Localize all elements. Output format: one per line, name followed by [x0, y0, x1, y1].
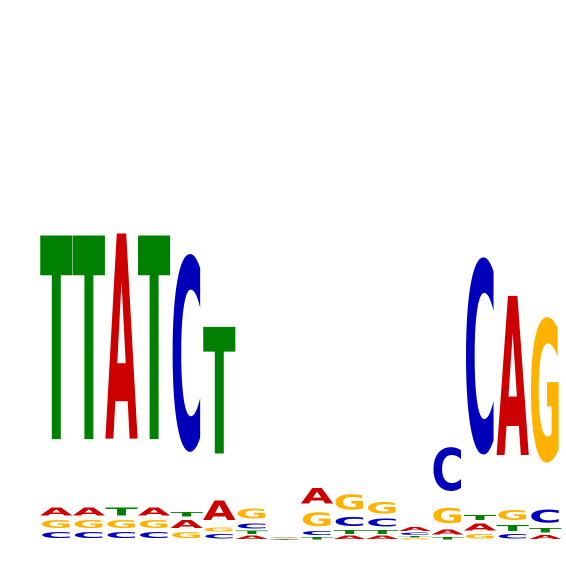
letter-A-pos-11: A: [366, 535, 399, 540]
letter-T-pos-11: T: [366, 529, 399, 535]
letter-T-pos-15: T: [496, 523, 529, 533]
letter-A-pos-10: A: [333, 535, 366, 540]
letter-G-pos-2: G: [73, 518, 106, 530]
letter-G-pos-1: G: [40, 518, 73, 530]
letter-T-pos-16: T: [529, 527, 563, 534]
letter-T-pos-6: T: [203, 294, 236, 496]
letter-G-pos-6: G: [203, 527, 236, 533]
letter-A-pos-13: A: [431, 528, 464, 536]
letter-C-pos-10: C: [333, 515, 366, 529]
letter-A-pos-14: A: [464, 522, 497, 533]
letter-G-pos-14: G: [464, 533, 497, 540]
letter-C-pos-6: C: [203, 533, 236, 540]
letter-G-pos-4: G: [138, 518, 171, 530]
letter-C-pos-9: C: [301, 531, 334, 537]
letter-T-pos-4: T: [138, 181, 171, 506]
letter-C-pos-16: C: [529, 506, 562, 526]
letter-A-pos-7: A: [236, 535, 269, 540]
letter-A-pos-6: A: [203, 496, 236, 527]
letter-A-pos-15: A: [496, 254, 529, 508]
letter-G-pos-8: G: [268, 538, 301, 539]
letter-C-pos-13: C: [431, 437, 464, 504]
letter-A-pos-2: A: [73, 507, 106, 519]
letter-G-pos-5: G: [170, 530, 203, 540]
letter-T-pos-13: T: [431, 536, 464, 540]
letter-G-pos-9: G: [301, 509, 334, 531]
letter-A-pos-9: A: [301, 483, 334, 508]
letter-T-pos-8: T: [268, 539, 301, 540]
letter-A-pos-1: A: [40, 507, 73, 519]
letter-G-pos-13: G: [431, 505, 464, 529]
letter-A-pos-12: A: [399, 526, 433, 532]
letter-G-pos-10: G: [333, 491, 366, 515]
letter-G-pos-12: G: [399, 538, 432, 540]
letter-A-pos-5: A: [170, 519, 203, 531]
letter-G-pos-15: G: [496, 507, 529, 523]
letter-C-pos-5: C: [170, 207, 203, 511]
letter-T-pos-9: T: [301, 536, 334, 540]
letter-C-pos-15: C: [496, 533, 529, 540]
letter-T-pos-1: T: [40, 181, 73, 506]
letter-T-pos-12: T: [399, 536, 432, 538]
letter-C-pos-1: C: [40, 530, 73, 540]
letter-G-pos-7: G: [236, 506, 269, 522]
letter-A-pos-4: A: [138, 507, 171, 519]
letter-C-pos-14: C: [464, 210, 497, 514]
letter-A-pos-8: A: [268, 537, 301, 538]
letter-T-pos-5: T: [170, 511, 204, 518]
letter-C-pos-4: C: [138, 530, 171, 540]
letter-G-pos-3: G: [105, 518, 138, 530]
letter-T-pos-3: T: [105, 506, 138, 518]
letter-A-pos-3: A: [105, 178, 138, 505]
letter-G-pos-11: G: [366, 499, 399, 517]
letter-C-pos-7: C: [236, 522, 269, 531]
letter-C-pos-12: C: [399, 532, 432, 536]
letter-A-pos-16: A: [529, 534, 563, 540]
letter-T-pos-2: T: [73, 181, 106, 506]
letter-C-pos-8: C: [268, 539, 301, 540]
letter-C-pos-2: C: [73, 530, 106, 540]
letter-T-pos-14: T: [464, 514, 498, 522]
letter-T-pos-10: T: [333, 529, 366, 535]
letter-C-pos-3: C: [105, 530, 138, 540]
letter-G-pos-16: G: [529, 281, 562, 505]
letter-T-pos-7: T: [236, 530, 269, 535]
letter-C-pos-11: C: [366, 517, 399, 529]
